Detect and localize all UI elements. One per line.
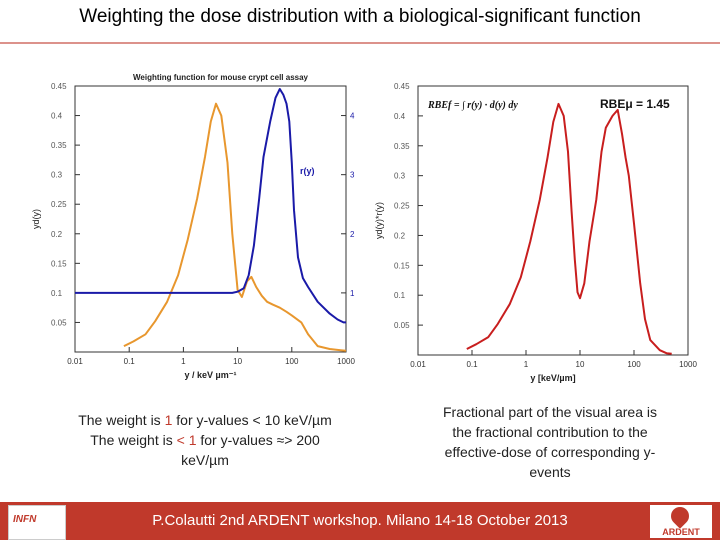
left-caption-line1-pre: The weight is [78,412,165,428]
y-tick-label: 0.4 [394,112,406,121]
x-tick-label: 0.01 [410,360,426,369]
y-tick-label: 0.15 [394,261,410,270]
x-tick-label: 100 [627,360,641,369]
title-divider [0,42,720,44]
infn-logo-text: INFN [13,514,37,525]
series-line-1 [466,102,672,355]
x-tick-label: 10 [233,357,242,366]
flame-icon [667,503,693,529]
y-tick-label: 0.4 [51,112,63,121]
chart-1: 0.01 0.1 1 10 100 1000 0.05 0.1 0.15 0.2 0.25 0.3 0.… [31,73,355,380]
x-axis-label: y [keV/µm] [530,373,575,383]
ardent-logo: ARDENT [650,503,712,538]
y-tick-label: 0.25 [51,200,67,209]
x-tick-label: 1 [181,357,186,366]
x-tick-label: 100 [285,357,299,366]
annotation-rbe-mu: RBEμ = 1.45 [600,97,670,111]
left-caption-line3: keV/µm [181,452,229,468]
left-caption-line2-pre: The weight is [90,432,177,448]
y2-tick-label: 2 [350,230,355,239]
y2-tick-label: 3 [350,171,355,180]
ardent-logo-text: ARDENT [662,527,700,537]
right-caption-line3: effective-dose of corresponding y- [444,444,656,460]
y-tick-label: 0.3 [51,171,63,180]
plot-frame [417,85,689,356]
x-tick-label: 0.1 [466,360,478,369]
x-tick-label: 0.1 [124,357,136,366]
right-caption: Fractional part of the visual area is th… [410,402,690,482]
y-tick-label: 0.05 [51,318,67,327]
annotation-ry: r(y) [300,166,315,176]
y-tick-label: 0.05 [394,321,410,330]
y-axis-label: yd(y)*r(y) [374,202,384,239]
y-tick-label: 0.1 [51,289,63,298]
charts-canvas: 0.01 0.1 1 10 100 1000 0.05 0.1 0.15 0.2 0.25 0.3 0.… [31,73,697,383]
y-tick-label: 0.35 [394,142,410,151]
chart-title: Weighting function for mouse crypt cell … [133,73,309,82]
series-line-1 [123,102,347,352]
x-tick-label: 1000 [337,357,355,366]
y-tick-label: 0.2 [394,231,406,240]
series-line-2 [75,88,346,324]
y-tick-label: 0.25 [394,202,410,211]
y-tick-label: 0.2 [51,230,63,239]
y-tick-label: 0.3 [394,172,406,181]
slide-title: Weighting the dose distribution with a b… [79,6,641,27]
right-caption-line1: Fractional part of the visual area is [443,404,657,420]
left-caption-line1-post: for y-values < 10 keV/µm [172,412,332,428]
left-caption-line2-value: < 1 [176,432,197,448]
footer-bar [0,502,720,540]
y-tick-label: 0.1 [394,291,406,300]
chart-2: 0.01 0.1 1 10 100 1000 0.05 0.1 0.15 0.2 0.25 0.3 0.… [374,82,697,383]
y-tick-label: 0.45 [394,82,410,91]
y2-tick-label: 1 [350,289,355,298]
y2-tick-label: 4 [350,112,355,121]
y-tick-label: 0.35 [51,141,67,150]
plot-frame [74,85,347,353]
left-caption-line1-value: 1 [164,412,173,428]
x-tick-label: 1000 [679,360,697,369]
infn-logo: INFN [8,505,66,540]
left-caption-line2-post: for y-values ≈> 200 [196,432,320,448]
footer-text: P.Colautti 2nd ARDENT workshop. Milano 1… [152,512,568,529]
annotation-rbe-formula: RBEf = ∫ r(y) · d(y) dy [427,100,518,111]
x-axis-label: y / keV µm⁻¹ [185,370,237,380]
x-tick-label: 1 [524,360,529,369]
right-caption-line2: the fractional contribution to the [452,424,648,440]
y-axis-label: yd(y) [31,209,41,229]
x-tick-label: 10 [576,360,585,369]
y-tick-label: 0.15 [51,259,67,268]
y-tick-label: 0.45 [51,82,67,91]
left-caption: The weight is 1 for y-values < 10 keV/µm… [40,410,370,470]
x-tick-label: 0.01 [67,357,83,366]
right-caption-line4: events [529,464,571,480]
